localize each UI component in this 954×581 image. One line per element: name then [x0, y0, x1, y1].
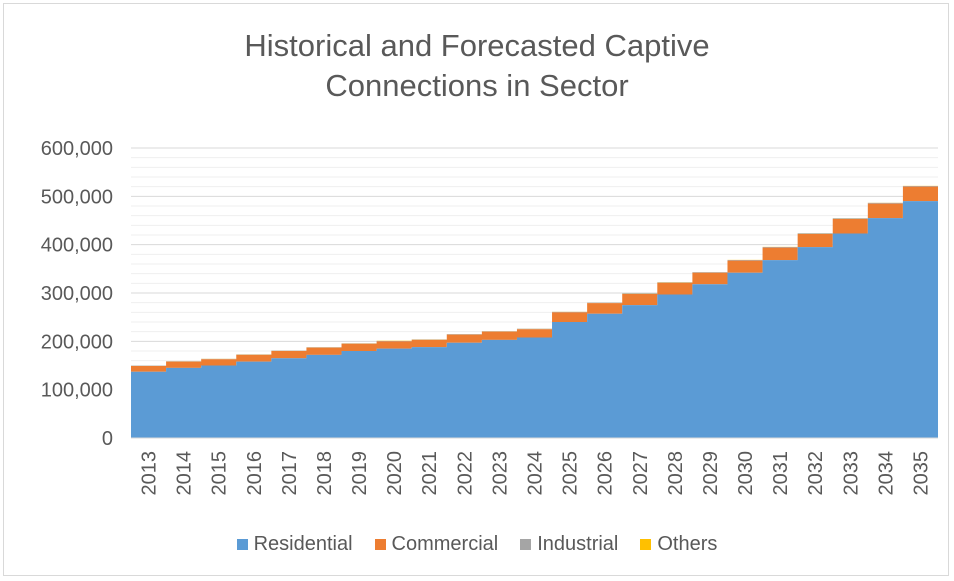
series-area-commercial [131, 186, 938, 372]
chart-title-line-2: Connections in Sector [325, 68, 629, 103]
x-tick-label: 2024 [525, 451, 547, 496]
x-tick-label: 2015 [209, 451, 231, 496]
x-tick-label: 2022 [454, 451, 476, 496]
x-tick-label: 2029 [700, 451, 722, 496]
x-tick-label: 2023 [489, 451, 511, 496]
x-tick-label: 2017 [279, 451, 301, 496]
x-tick-label: 2034 [875, 451, 897, 496]
x-tick-label: 2028 [665, 451, 687, 496]
chart-title-line-1: Historical and Forecasted Captive [244, 28, 710, 63]
y-axis-ticks: 0 100,000 200,000 300,000 400,000 500,000 600,… [41, 138, 113, 450]
y-tick-label: 300,000 [41, 283, 113, 305]
chart-title: Historical and Forecasted Captive Connec… [0, 26, 954, 106]
legend-swatch [640, 539, 652, 550]
x-tick-label: 2025 [560, 451, 582, 496]
legend-item-residential: Residential [236, 533, 353, 556]
x-tick-label: 2033 [840, 451, 862, 496]
x-tick-label: 2013 [139, 451, 161, 496]
series-area-residential [131, 201, 938, 438]
y-tick-label: 600,000 [41, 138, 113, 160]
legend-item-others: Others [640, 533, 717, 556]
legend-label: Others [657, 533, 718, 555]
y-tick-label: 500,000 [41, 186, 113, 208]
legend-label: Commercial [391, 533, 499, 555]
legend-swatch [520, 539, 532, 550]
legend-label: Industrial [537, 533, 619, 555]
legend-swatch [236, 539, 248, 550]
legend: Residential Commercial Industrial Others [0, 533, 954, 556]
x-tick-label: 2026 [595, 451, 617, 496]
series-areas [131, 185, 938, 439]
x-tick-label: 2020 [384, 451, 406, 496]
x-axis-ticks: 2013 2014 2015 2016 2017 2018 2019 2020 2021 2022… [139, 451, 933, 496]
legend-swatch [374, 539, 386, 550]
x-tick-label: 2035 [910, 451, 932, 496]
legend-label: Residential [253, 533, 353, 555]
y-tick-label: 0 [102, 428, 113, 450]
x-tick-label: 2019 [349, 451, 371, 496]
y-tick-label: 200,000 [41, 331, 113, 353]
legend-item-industrial: Industrial [520, 533, 618, 556]
x-tick-label: 2031 [770, 451, 792, 496]
x-tick-label: 2030 [735, 451, 757, 496]
y-tick-label: 100,000 [41, 380, 113, 402]
x-tick-label: 2032 [805, 451, 827, 496]
legend-item-commercial: Commercial [374, 533, 499, 556]
x-tick-label: 2021 [419, 451, 441, 496]
x-tick-label: 2018 [314, 451, 336, 496]
x-tick-label: 2016 [244, 451, 266, 496]
x-tick-label: 2014 [174, 451, 196, 496]
x-tick-label: 2027 [630, 451, 652, 496]
y-tick-label: 400,000 [41, 235, 113, 257]
